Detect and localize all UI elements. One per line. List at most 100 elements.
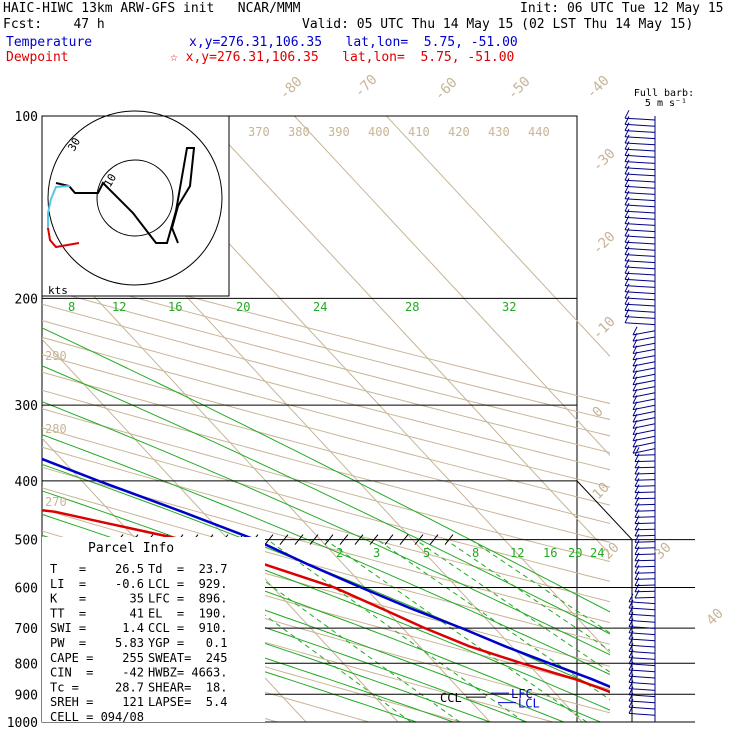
mixing-ratio-label: 20 xyxy=(568,546,582,560)
hodograph-trace-surface xyxy=(47,227,80,249)
hatch-mark xyxy=(309,534,319,545)
wind-barb-flag xyxy=(624,302,630,311)
isotherm-line xyxy=(202,116,610,555)
wind-barb-flag xyxy=(628,649,634,658)
parcel-info-left: Tc = 28.7 xyxy=(50,680,144,694)
theta-side-label: 280 xyxy=(45,422,67,436)
wind-barb xyxy=(628,686,656,698)
parcel-info-left: SWI = 1.4 xyxy=(50,621,144,635)
theta-tick-label: 430 xyxy=(488,125,510,139)
mixing-ratio-line xyxy=(415,539,610,673)
wind-barb-shaft xyxy=(624,285,656,288)
wind-barb xyxy=(628,630,656,642)
wind-barb-flag xyxy=(632,326,638,336)
wind-barb-shaft xyxy=(624,130,656,133)
forecast-hour: Fcst: 47 h xyxy=(3,17,105,32)
hatch-mark xyxy=(339,534,349,545)
wind-barb xyxy=(624,202,656,214)
theta-tick-label: 440 xyxy=(528,125,550,139)
parcel-info-left: LI = -0.6 xyxy=(50,577,144,591)
wind-barb-flag xyxy=(624,190,630,200)
wind-barb-flag xyxy=(628,698,634,708)
wind-barb-shaft xyxy=(624,167,656,171)
wind-barb-flag xyxy=(624,178,630,187)
pressure-label: 500 xyxy=(15,534,38,549)
wind-barb-flag xyxy=(634,527,640,537)
temperature-legend: Temperature xyxy=(6,35,93,50)
wind-barb-shaft xyxy=(624,117,656,121)
wind-barb-shaft xyxy=(624,216,656,220)
hatch-mark xyxy=(324,534,334,545)
wind-barb-flag xyxy=(632,339,638,348)
hodograph-trace xyxy=(55,147,196,244)
wind-barb-flag xyxy=(632,382,638,392)
wind-barb-shaft xyxy=(624,278,656,282)
wind-barb-flag xyxy=(628,624,634,634)
pressure-label: 100 xyxy=(15,110,38,125)
dewpoint-legend: Dewpoint xyxy=(6,50,69,65)
wind-barb-flag xyxy=(632,364,638,373)
parcel-info-right: Td = 23.7 xyxy=(148,562,227,576)
wind-barb-shaft xyxy=(628,632,656,636)
lcl-marker-label: LCL xyxy=(518,697,540,711)
parcel-info-right: EL = 190. xyxy=(148,606,227,620)
wind-barb-shaft xyxy=(624,154,656,158)
theta-tick-label: 370 xyxy=(248,125,270,139)
wind-barb-flag xyxy=(634,478,640,487)
parcel-info-panel xyxy=(42,537,265,722)
dewpoint-line xyxy=(42,508,610,694)
wind-barb-shaft xyxy=(628,619,656,623)
wind-barb-flag xyxy=(634,540,640,549)
parcel-info-left: CAPE = 255 xyxy=(50,651,144,665)
moist-adiabat-label: 32 xyxy=(502,300,516,314)
isotherm-tick-label: -60 xyxy=(432,75,461,104)
wind-barb-flag xyxy=(624,271,630,280)
wind-barb-shaft xyxy=(624,266,656,270)
wind-barb-flag xyxy=(624,264,630,274)
dry-adiabat-line xyxy=(42,336,610,488)
hatch-mark xyxy=(429,534,439,545)
wind-barb-flag xyxy=(624,277,630,286)
parcel-info-right: LFC = 896. xyxy=(148,592,227,606)
wind-barb-flag xyxy=(634,459,640,469)
wind-barb xyxy=(628,612,656,623)
hatch-mark xyxy=(399,534,409,545)
wind-barb-flag xyxy=(624,258,630,268)
wind-barb-shaft xyxy=(624,210,656,214)
wind-barb-flag xyxy=(632,438,638,448)
wind-barb-flag xyxy=(624,134,630,144)
moist-adiabat-line xyxy=(42,600,417,722)
wind-barb-shaft xyxy=(628,626,656,629)
wind-barb-flag xyxy=(628,643,634,652)
wind-barb-shaft xyxy=(628,688,656,691)
wind-barb xyxy=(628,605,656,617)
wind-barb-flag xyxy=(624,122,630,131)
wind-barb-flag xyxy=(634,546,640,555)
dry-adiabat-line xyxy=(42,354,610,506)
wind-barb-shaft xyxy=(624,254,656,257)
wind-barb-flag xyxy=(634,509,640,518)
wind-barb-flag xyxy=(634,583,640,593)
theta-tick-label: 420 xyxy=(448,125,470,139)
pressure-label: 1000 xyxy=(7,716,38,731)
moist-adiabat-label: 24 xyxy=(313,300,327,314)
wind-barb xyxy=(624,178,656,189)
isotherm-line xyxy=(294,116,610,457)
wind-barb-shaft xyxy=(624,309,656,313)
theta-tick-label: 380 xyxy=(288,125,310,139)
wind-barb xyxy=(624,283,656,295)
parcel-info-left: PW = 5.83 xyxy=(50,636,144,650)
dry-adiabat-line xyxy=(42,487,610,645)
wind-barb xyxy=(624,128,656,140)
isotherm-tick-label: -70 xyxy=(352,72,381,101)
wind-barb-shaft xyxy=(624,185,656,189)
wind-barb-flag xyxy=(624,314,630,324)
mixing-ratio-line xyxy=(470,539,610,634)
wind-barb-shaft xyxy=(628,657,656,660)
parcel-info-left: CELL = 094/08 xyxy=(50,710,144,724)
wind-barb xyxy=(628,599,656,611)
wind-barb xyxy=(624,258,656,270)
wind-barb-shaft xyxy=(624,161,656,164)
dry-adiabat-line xyxy=(42,446,610,603)
ccl-marker-label: CCL xyxy=(440,691,462,705)
